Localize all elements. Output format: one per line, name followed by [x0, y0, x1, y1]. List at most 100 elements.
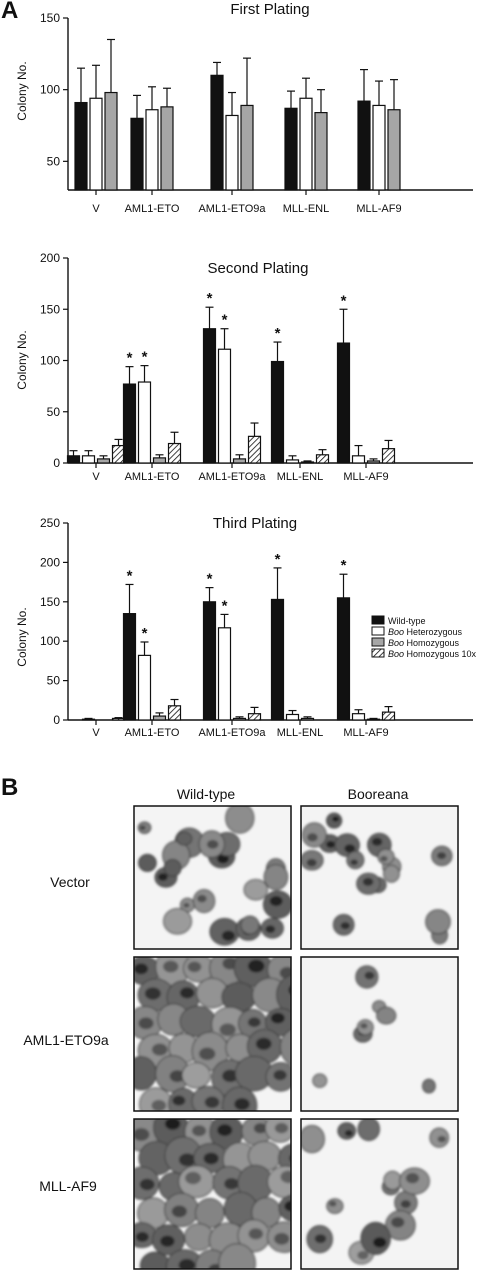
bar	[232, 458, 247, 464]
y-tick-label: 150	[40, 595, 60, 609]
bar	[137, 654, 152, 721]
bar	[122, 613, 137, 721]
bar	[160, 106, 174, 191]
bar	[167, 442, 182, 464]
y-axis-label: Colony No.	[15, 61, 29, 120]
significance-star: *	[275, 551, 281, 568]
y-tick-label: 0	[53, 713, 60, 727]
micrograph-image	[300, 956, 459, 1112]
x-tick-label: AML1-ETO	[125, 727, 180, 739]
bar	[315, 454, 330, 464]
panel-label-b: B	[1, 774, 18, 801]
x-tick-label: MLL-AF9	[343, 727, 388, 739]
y-tick-label: 250	[40, 516, 60, 530]
significance-star: *	[142, 349, 148, 366]
bar	[270, 598, 285, 721]
significance-star: *	[142, 625, 148, 642]
bar	[81, 455, 96, 464]
x-tick-label: MLL-ENL	[283, 203, 329, 215]
bar	[217, 348, 232, 464]
significance-star: *	[207, 571, 213, 588]
bar	[357, 100, 371, 191]
bar	[240, 104, 254, 191]
legend-swatch	[371, 637, 385, 647]
y-tick-label: 150	[40, 302, 60, 316]
significance-star: *	[275, 325, 281, 342]
x-tick-label: AML1-ETO9a	[198, 471, 266, 483]
bar	[66, 455, 81, 464]
bar	[111, 717, 126, 721]
legend-label: Wild-type	[388, 616, 426, 626]
y-tick-label: 100	[40, 83, 60, 97]
bar	[299, 97, 313, 191]
x-tick-label: AML1-ETO	[125, 471, 180, 483]
x-tick-label: MLL-ENL	[277, 727, 323, 739]
bar	[351, 455, 366, 464]
bar	[336, 597, 351, 721]
row-label-aml1-eto9a: AML1-ETO9a	[23, 1032, 109, 1048]
micrograph-image	[133, 805, 292, 950]
y-axis-label: Colony No.	[15, 607, 29, 666]
panel-label-a: A	[1, 0, 18, 24]
micrograph-grid: Wild-type Booreana Vector AML1-ETO9a MLL…	[23, 786, 459, 1270]
bar	[366, 460, 381, 464]
x-tick-label: V	[92, 203, 100, 215]
row-label-mll-af9: MLL-AF9	[39, 1178, 97, 1194]
y-axis-label: Colony No.	[15, 330, 29, 389]
significance-star: *	[127, 567, 133, 584]
micrograph-image	[133, 956, 292, 1112]
bar	[104, 91, 118, 191]
x-tick-label: V	[92, 727, 100, 739]
bar	[300, 717, 315, 721]
bar	[247, 435, 262, 464]
bar	[145, 109, 159, 191]
column-header-booreana: Booreana	[348, 786, 409, 802]
bar	[210, 74, 224, 191]
y-tick-label: 0	[53, 456, 60, 470]
bar	[381, 711, 396, 721]
row-label-vector: Vector	[50, 874, 90, 890]
legend-swatch	[371, 626, 385, 636]
y-tick-label: 50	[47, 154, 61, 168]
legend-swatch	[371, 615, 385, 625]
legend-label: Boo Heterozygous	[388, 627, 463, 637]
bar	[314, 111, 328, 191]
bar	[366, 718, 381, 721]
chart-second-plating: Second Plating Colony No. 0 50 100 150 200 V A…	[15, 251, 473, 483]
bar	[96, 458, 111, 464]
micrograph-image	[300, 805, 459, 950]
significance-star: *	[222, 312, 228, 329]
bar	[351, 713, 366, 721]
bar	[122, 383, 137, 464]
bar	[225, 114, 239, 191]
bar	[284, 107, 298, 191]
significance-star: *	[222, 597, 228, 614]
legend-label: Boo Homozygous	[388, 638, 460, 648]
micrograph-image	[300, 1118, 459, 1270]
legend-label: Boo Homozygous 10x	[388, 649, 477, 659]
bar	[130, 117, 144, 191]
bar	[247, 713, 262, 721]
y-tick-label: 200	[40, 251, 60, 265]
y-tick-label: 150	[40, 11, 60, 25]
chart-third-plating: Third Plating Colony No. 0 50 100 150 200 250…	[15, 515, 473, 739]
significance-star: *	[127, 350, 133, 367]
bar	[285, 713, 300, 721]
bar	[137, 381, 152, 464]
y-tick-label: 50	[47, 674, 61, 688]
chart-title: Second Plating	[208, 260, 309, 277]
bar	[152, 457, 167, 464]
x-tick-label: AML1-ETO	[125, 203, 180, 215]
bar	[217, 627, 232, 721]
bar	[111, 444, 126, 464]
bar	[381, 448, 396, 464]
column-header-wild-type: Wild-type	[177, 786, 236, 802]
bar	[167, 705, 182, 721]
chart-first-plating: First Plating Colony No. 50 100 150 V AML1-E…	[15, 1, 473, 215]
bar	[202, 328, 217, 464]
bar	[232, 717, 247, 721]
y-tick-label: 100	[40, 634, 60, 648]
micrograph-image	[133, 1118, 292, 1270]
